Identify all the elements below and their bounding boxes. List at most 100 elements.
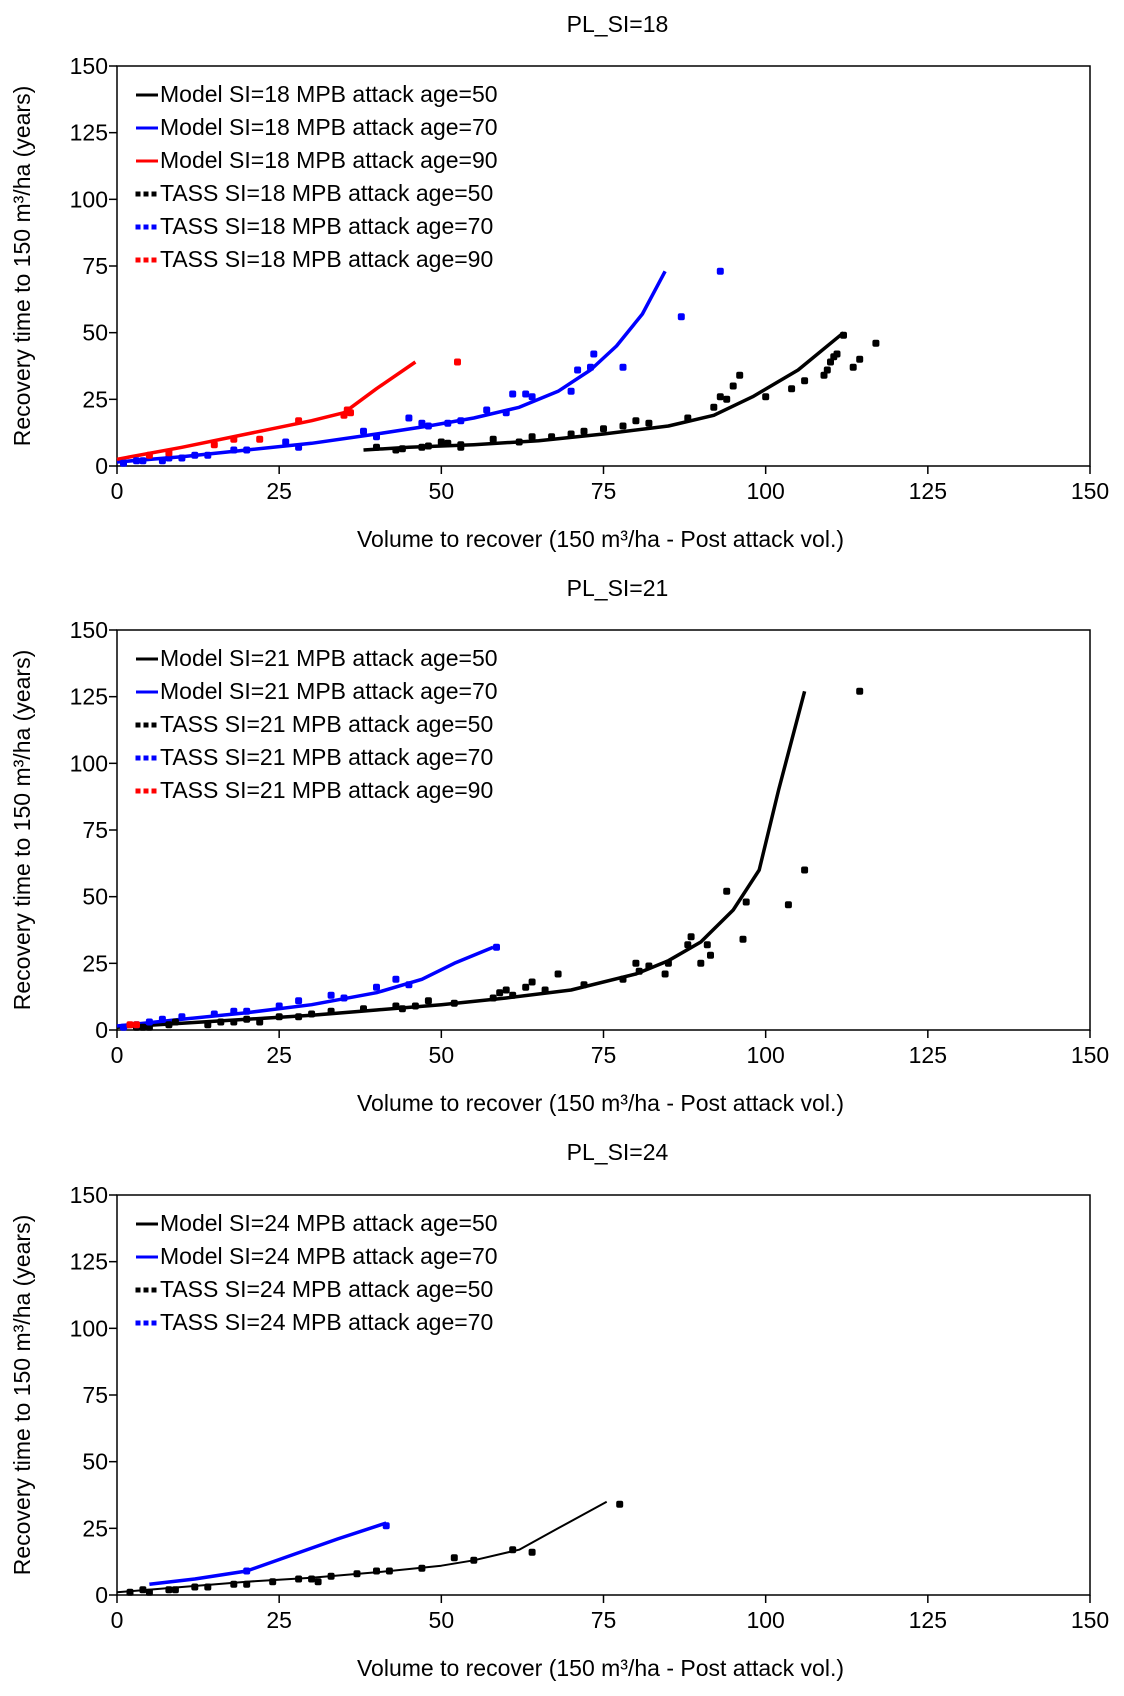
- data-point: [392, 975, 400, 983]
- legend-label: Model SI=18 MPB attack age=50: [160, 81, 498, 107]
- data-point: [165, 1021, 173, 1029]
- data-point: [405, 414, 413, 422]
- y-tick-label: 50: [82, 1449, 108, 1475]
- data-point: [230, 446, 238, 454]
- data-point: [444, 439, 452, 447]
- data-point: [509, 991, 517, 999]
- y-tick-label: 25: [82, 386, 108, 412]
- data-point: [528, 433, 536, 441]
- x-tick-label: 50: [429, 1042, 455, 1068]
- data-point: [424, 997, 432, 1005]
- data-point: [502, 986, 510, 994]
- legend-label: TASS SI=18 MPB attack age=50: [160, 180, 493, 206]
- data-point: [856, 687, 864, 695]
- data-point: [145, 1018, 153, 1026]
- data-point: [801, 377, 809, 385]
- y-tick-label: 75: [82, 253, 108, 279]
- data-point: [405, 981, 413, 989]
- data-point: [762, 393, 770, 401]
- legend-dot-swatch: [151, 257, 157, 263]
- x-tick-label: 0: [111, 478, 124, 504]
- legend-dot-swatch: [151, 1287, 157, 1293]
- data-point: [282, 438, 290, 446]
- data-point: [191, 1583, 199, 1591]
- legend-label: Model SI=24 MPB attack age=50: [160, 1210, 498, 1236]
- series-line-2: [149, 1521, 387, 1587]
- data-point: [450, 999, 458, 1007]
- data-point: [308, 1575, 316, 1583]
- legend-dot-swatch: [135, 722, 141, 728]
- data-point: [204, 1021, 212, 1029]
- data-point: [515, 438, 523, 446]
- data-point: [139, 457, 147, 465]
- x-tick-label: 125: [909, 1607, 947, 1633]
- legend-dot-swatch: [151, 191, 157, 197]
- legend-dot-swatch: [151, 788, 157, 794]
- data-point: [398, 445, 406, 453]
- x-tick-label: 25: [266, 1042, 292, 1068]
- data-point: [385, 1567, 393, 1575]
- legend-dot-swatch: [135, 755, 141, 761]
- data-point: [171, 1018, 179, 1026]
- series-line-1: [116, 1500, 608, 1594]
- data-point: [295, 417, 303, 425]
- data-point: [295, 1575, 303, 1583]
- legend-label: Model SI=21 MPB attack age=70: [160, 678, 498, 704]
- x-tick-label: 50: [429, 478, 455, 504]
- legend-dot-swatch: [143, 1287, 149, 1293]
- x-tick-label: 125: [909, 478, 947, 504]
- data-point: [840, 331, 847, 339]
- data-point: [645, 419, 653, 427]
- data-point: [392, 446, 400, 454]
- data-point: [230, 1580, 238, 1588]
- legend-label: TASS SI=18 MPB attack age=70: [160, 213, 493, 239]
- data-point: [165, 449, 173, 457]
- data-point: [392, 1002, 400, 1010]
- data-point: [496, 989, 504, 997]
- data-point: [619, 422, 627, 430]
- y-tick-label: 100: [70, 186, 108, 212]
- data-point: [827, 358, 834, 366]
- data-point: [632, 959, 640, 967]
- data-point: [158, 1015, 166, 1023]
- data-point: [470, 1556, 478, 1564]
- y-tick-label: 125: [70, 120, 108, 146]
- plot-data: [116, 687, 864, 1031]
- data-point: [256, 1018, 264, 1026]
- chart-panel-3: PL_SI=24 0 25 50 75 100 125 150 0 25 50 75 100 125 150…: [9, 1139, 1109, 1681]
- data-point: [684, 414, 692, 422]
- data-point: [411, 1002, 419, 1010]
- data-point: [327, 991, 335, 999]
- data-point: [457, 443, 465, 451]
- data-point: [275, 1013, 283, 1021]
- legend-label: TASS SI=21 MPB attack age=90: [160, 777, 493, 803]
- x-axis-label: Volume to recover (150 m³/ha - Post atta…: [357, 1090, 844, 1116]
- data-point: [230, 1007, 238, 1015]
- data-point: [382, 1522, 390, 1530]
- chart-title: PL_SI=21: [567, 575, 669, 601]
- data-point: [742, 898, 750, 906]
- y-tick-label: 75: [82, 817, 108, 843]
- legend-dot-swatch: [143, 1320, 149, 1326]
- x-tick-label: 75: [591, 1042, 617, 1068]
- data-point: [360, 427, 367, 435]
- data-point: [619, 363, 627, 371]
- data-point: [178, 1013, 186, 1021]
- legend-dot-swatch: [151, 1320, 157, 1326]
- data-point: [314, 1578, 322, 1586]
- data-point: [457, 417, 465, 425]
- data-point: [230, 435, 238, 443]
- data-point: [528, 978, 536, 986]
- data-point: [872, 339, 880, 347]
- data-point: [489, 994, 497, 1002]
- legend-label: Model SI=21 MPB attack age=50: [160, 645, 498, 671]
- data-point: [823, 366, 831, 374]
- y-tick-label: 125: [70, 1249, 108, 1275]
- legend-dot-swatch: [135, 788, 141, 794]
- data-point: [723, 887, 731, 895]
- data-point: [126, 1588, 134, 1596]
- data-point: [502, 409, 510, 417]
- y-tick-label: 0: [95, 453, 108, 479]
- data-point: [275, 1002, 283, 1010]
- series-line-1: [363, 331, 845, 452]
